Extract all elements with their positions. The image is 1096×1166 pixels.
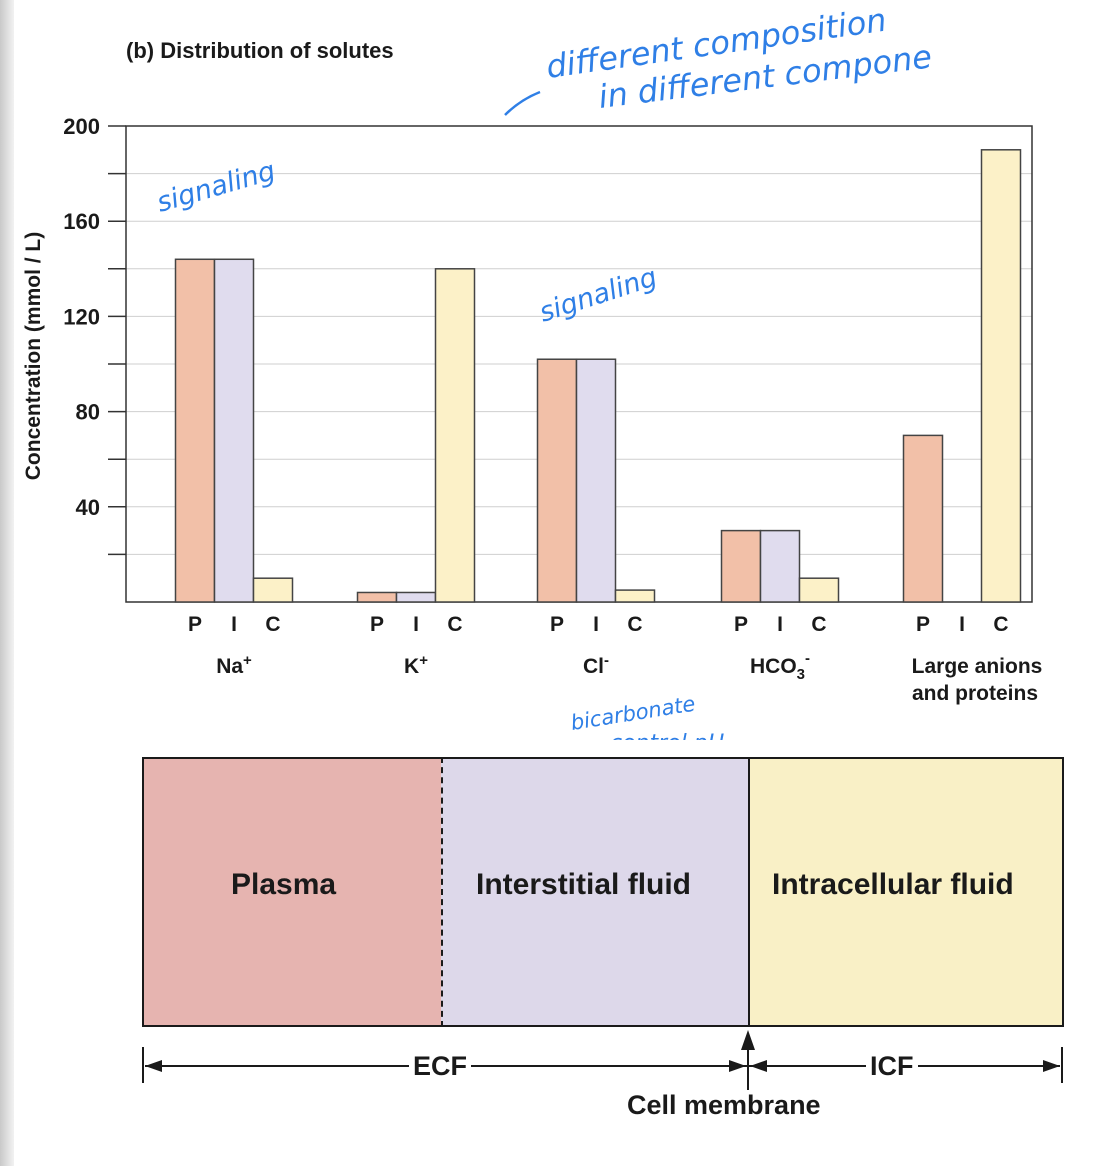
y-tick-label: 120 xyxy=(63,304,100,329)
category-label: HCO3- xyxy=(750,650,810,683)
category-label: Large anions xyxy=(912,655,1043,678)
bar-C-3 xyxy=(798,577,840,603)
series-tick-label: P xyxy=(550,613,564,636)
cell-membrane-label: Cell membrane xyxy=(627,1090,821,1120)
bar-I-0 xyxy=(213,258,255,603)
chart-bars xyxy=(174,149,1022,603)
interstitial-label: Interstitial fluid xyxy=(476,868,692,901)
y-tick-label: 80 xyxy=(76,400,100,425)
series-tick-label: I xyxy=(959,613,965,636)
series-tick-label: I xyxy=(777,613,783,636)
panel-title: (b) Distribution of solutes xyxy=(126,38,394,64)
series-tick-label: C xyxy=(993,613,1008,636)
panel-letter: (b) xyxy=(126,38,155,63)
bar-I-1 xyxy=(395,591,437,603)
icf-label: ICF xyxy=(866,1051,918,1082)
y-axis-ticks: 40 80 120 160 200 xyxy=(63,114,126,556)
series-tick-label: C xyxy=(447,613,462,636)
membrane-pointer-arrowhead xyxy=(741,1030,755,1050)
series-tick-label: P xyxy=(188,613,202,636)
series-tick-label: C xyxy=(265,613,280,636)
note-control-ph: control pH xyxy=(610,731,724,740)
series-tick-label: P xyxy=(734,613,748,636)
category-label: Cl- xyxy=(583,652,609,678)
plasma-region xyxy=(142,757,444,1027)
y-tick-label: 40 xyxy=(76,495,100,520)
note-bicarbonate: bicarbonate xyxy=(569,692,697,735)
note-cl-signaling: signaling xyxy=(536,262,661,329)
bar-C-1 xyxy=(434,268,476,603)
series-tick-label: I xyxy=(231,613,237,636)
bar-I-2 xyxy=(575,358,617,603)
intracellular-region xyxy=(748,757,1064,1027)
icf-left-arrowhead xyxy=(750,1060,767,1072)
bar-C-2 xyxy=(614,589,656,603)
panel-title-text: Distribution of solutes xyxy=(160,38,394,63)
series-tick-label: C xyxy=(627,613,642,636)
bar-C-4 xyxy=(980,149,1022,603)
series-tick-label: P xyxy=(370,613,384,636)
intracellular-label: Intracellular fluid xyxy=(772,868,1014,901)
y-tick-label: 200 xyxy=(63,114,100,139)
bar-P-2 xyxy=(536,358,578,603)
bar-P-1 xyxy=(356,591,398,603)
note-na-signaling: signaling xyxy=(153,155,278,218)
bar-P-3 xyxy=(720,529,762,603)
category-label: K+ xyxy=(404,652,428,678)
page-edge-shadow xyxy=(0,0,14,1166)
solute-bar-chart: 40 80 120 160 200 Concentration (mmol / L) P… xyxy=(22,1,1042,740)
y-tick-label: 160 xyxy=(63,209,100,234)
series-tick-label: I xyxy=(593,613,599,636)
series-tick-label: P xyxy=(916,613,930,636)
interstitial-region xyxy=(441,757,750,1027)
bar-C-0 xyxy=(252,577,294,603)
note-dash-mark xyxy=(504,90,541,116)
series-tick-label: C xyxy=(811,613,826,636)
bar-P-4 xyxy=(902,434,944,603)
series-tick-label: I xyxy=(413,613,419,636)
category-label: Na+ xyxy=(216,652,252,678)
ecf-right-arrowhead xyxy=(729,1060,746,1072)
bar-I-3 xyxy=(759,529,801,603)
plasma-label: Plasma xyxy=(231,868,337,901)
ecf-label: ECF xyxy=(409,1051,471,1082)
icf-right-arrowhead xyxy=(1043,1060,1060,1072)
bar-P-0 xyxy=(174,258,216,603)
y-axis-label: Concentration (mmol / L) xyxy=(22,232,45,481)
category-label-line2: and proteins xyxy=(912,682,1038,705)
ecf-left-arrowhead xyxy=(145,1060,162,1072)
